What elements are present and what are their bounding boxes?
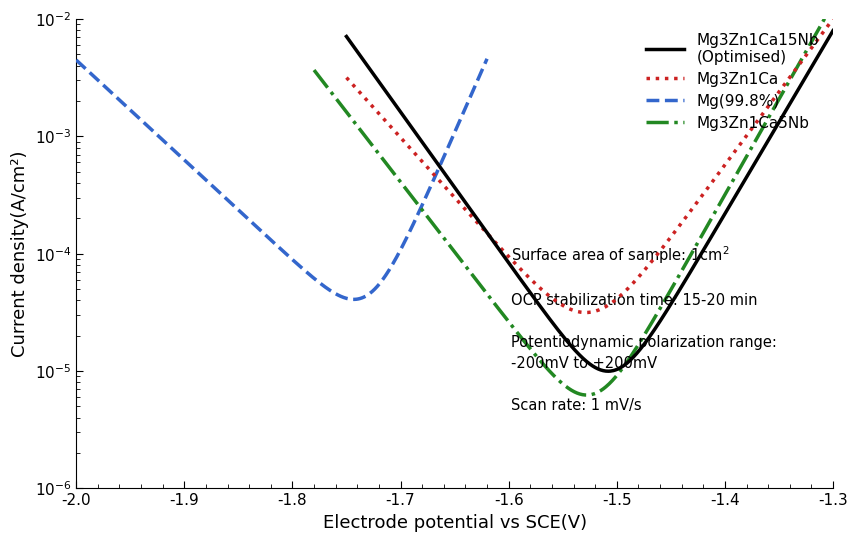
Mg3Zn1Ca	[667, 231, 678, 238]
Legend: Mg3Zn1Ca15Nb
(Optimised), Mg3Zn1Ca, Mg(99.8%), Mg3Zn1Ca5Nb: Mg3Zn1Ca15Nb (Optimised), Mg3Zn1Ca, Mg(9…	[640, 27, 825, 137]
Mg3Zn1Ca5Nb	[828, 1, 838, 7]
Mg(99.8%)	[144, 124, 155, 131]
Mg3Zn1Ca	[630, 278, 640, 285]
Mg3Zn1Ca5Nb	[631, 345, 642, 351]
Mg3Zn1Ca15Nb
(Optimised)	[581, 357, 591, 364]
Mg(99.8%)	[317, 282, 327, 288]
Mg3Zn1Ca	[581, 310, 591, 316]
Mg3Zn1Ca15Nb
(Optimised)	[682, 274, 692, 281]
Mg3Zn1Ca15Nb
(Optimised)	[828, 27, 838, 34]
Mg(99.8%)	[385, 266, 395, 272]
Mg3Zn1Ca15Nb
(Optimised)	[478, 223, 488, 230]
Line: Mg3Zn1Ca5Nb: Mg3Zn1Ca5Nb	[314, 4, 833, 395]
Mg(99.8%)	[467, 88, 478, 94]
Mg3Zn1Ca	[709, 176, 719, 183]
Mg3Zn1Ca15Nb
(Optimised)	[341, 33, 351, 40]
X-axis label: Electrode potential vs SCE(V): Electrode potential vs SCE(V)	[322, 514, 587, 532]
Mg3Zn1Ca15Nb
(Optimised)	[435, 164, 445, 171]
Mg3Zn1Ca15Nb
(Optimised)	[720, 211, 730, 218]
Mg(99.8%)	[348, 296, 358, 302]
Mg3Zn1Ca5Nb	[710, 209, 720, 216]
Line: Mg3Zn1Ca: Mg3Zn1Ca	[346, 19, 833, 313]
Mg3Zn1Ca	[466, 213, 477, 219]
Mg3Zn1Ca	[828, 16, 838, 22]
Mg3Zn1Ca5Nb	[452, 251, 462, 258]
Mg3Zn1Ca15Nb
(Optimised)	[603, 368, 613, 375]
Line: Mg(99.8%): Mg(99.8%)	[76, 59, 487, 299]
Mg3Zn1Ca5Nb	[309, 67, 320, 73]
Mg(99.8%)	[482, 55, 492, 62]
Mg3Zn1Ca5Nb	[582, 392, 592, 399]
Mg(99.8%)	[71, 56, 82, 63]
Mg3Zn1Ca	[341, 74, 351, 81]
Mg3Zn1Ca15Nb
(Optimised)	[647, 330, 657, 336]
Mg3Zn1Ca5Nb	[407, 194, 417, 200]
Y-axis label: Current density(A/cm²): Current density(A/cm²)	[11, 150, 29, 357]
Mg(99.8%)	[477, 66, 487, 73]
Mg3Zn1Ca5Nb	[560, 382, 570, 389]
Mg3Zn1Ca	[427, 169, 437, 176]
Line: Mg3Zn1Ca15Nb
(Optimised): Mg3Zn1Ca15Nb (Optimised)	[346, 30, 833, 371]
Text: Surface area of sample: 1cm$^2$

OCP stabilization time: 15-20 min

Potentiodyna: Surface area of sample: 1cm$^2$ OCP stab…	[511, 244, 777, 413]
Mg3Zn1Ca5Nb	[669, 281, 679, 287]
Mg(99.8%)	[119, 102, 130, 108]
Mg3Zn1Ca	[561, 304, 571, 311]
